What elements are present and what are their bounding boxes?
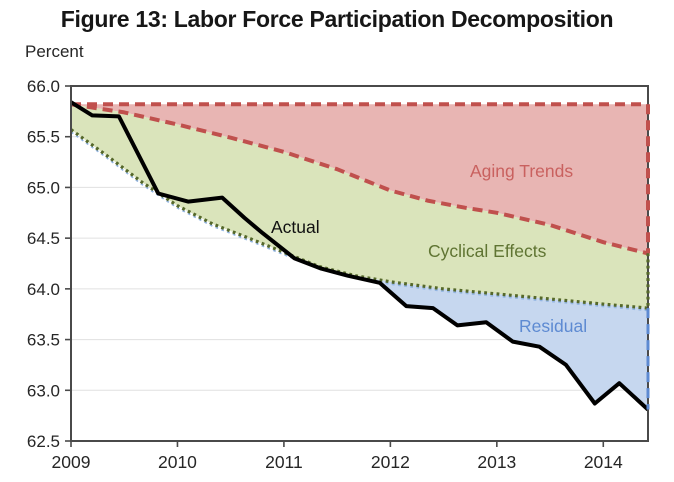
x-axis-tick-label: 2013 [477, 452, 516, 472]
y-axis-tick-label: 66.0 [27, 77, 60, 96]
annotation-residual: Residual [519, 316, 587, 336]
x-axis-tick-label: 2012 [371, 452, 410, 472]
figure-title: Figure 13: Labor Force Participation Dec… [60, 6, 614, 32]
y-axis-tick-label: 63.0 [27, 381, 60, 400]
y-axis-tick-label: 62.5 [27, 432, 60, 451]
y-axis-tick-label: 65.0 [27, 178, 60, 197]
y-axis-tick-label: 65.5 [27, 128, 60, 147]
annotation-cyclical: Cyclical Effects [428, 241, 547, 261]
y-axis-tick-label: 64.5 [27, 229, 60, 248]
x-axis-tick-label: 2014 [584, 452, 623, 472]
x-axis-tick-label: 2011 [265, 452, 303, 472]
area-residual [290, 254, 648, 410]
line-actual [69, 100, 650, 412]
area-cyclical [71, 104, 648, 309]
x-axis-tick-label: 2010 [158, 452, 197, 472]
y-axis-tick-label: 63.5 [27, 331, 60, 350]
annotation-aging: Aging Trends [470, 161, 573, 181]
y-axis-tick-label: 64.0 [27, 280, 60, 299]
annotation-actual-label: Actual [271, 217, 320, 237]
x-axis-tick-label: 2009 [52, 452, 91, 472]
y-axis-unit-label: Percent [25, 42, 84, 61]
plot-border [70, 85, 649, 442]
area-aging [71, 104, 648, 254]
